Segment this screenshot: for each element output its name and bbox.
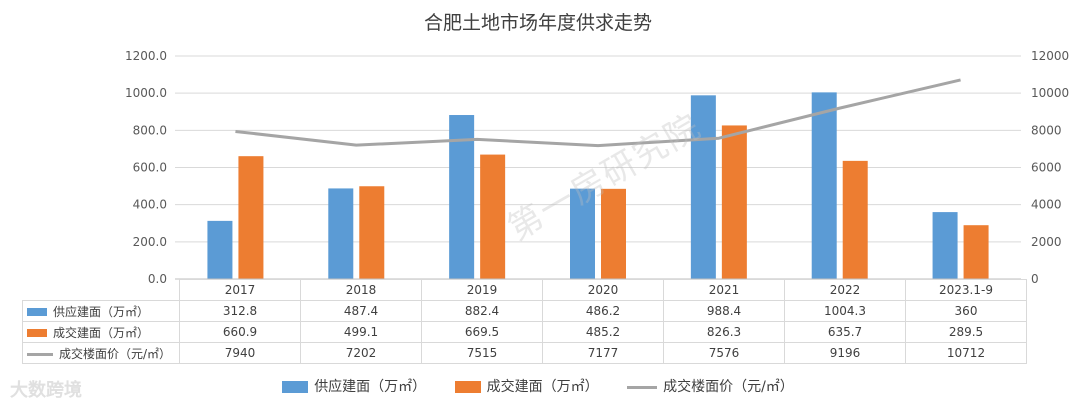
category-label: 2022 [784,279,906,301]
legend-swatch [454,381,481,393]
legend-item-deal: 成交建面（万㎡） [454,376,599,396]
data-cell: 660.9 [179,321,301,343]
data-cell: 826.3 [663,321,785,343]
legend-item-price: 成交楼面价（元/㎡） [627,376,794,396]
right-axis-tick-label: 0 [1031,272,1039,286]
row-header-price: 成交楼面价（元/㎡） [22,342,180,364]
left-axis-tick-label: 1200.0 [125,49,167,63]
left-axis-tick-label: 400.0 [133,198,167,212]
data-table-header: 2017 2018 2019 2020 2021 2022 2023.1-9 [22,279,1027,301]
data-cell: 882.4 [421,300,543,322]
data-cell: 988.4 [663,300,785,322]
logo: 大数跨境 [10,380,82,401]
data-cell: 7940 [179,342,301,364]
category-label: 2023.1-9 [905,279,1027,301]
series-name: 供应建面（万㎡） [53,304,150,319]
legend-item-supply: 供应建面（万㎡） [282,376,426,396]
data-table-row-supply: 供应建面（万㎡） 312.8 487.4 882.4 486.2 988.4 1… [22,300,1027,322]
chart-legend: 供应建面（万㎡） 成交建面（万㎡） 成交楼面价（元/㎡） [0,376,1076,396]
data-cell: 487.4 [300,300,422,322]
row-header-deal: 成交建面（万㎡） [22,321,180,343]
left-axis-tick-label: 200.0 [133,235,167,249]
bar [359,186,385,279]
legend-swatch [282,381,309,393]
left-axis-tick-label: 800.0 [133,123,167,137]
bar [690,95,716,280]
bar [328,188,354,279]
data-cell: 312.8 [179,300,301,322]
right-axis-tick-label: 4000 [1031,198,1062,212]
data-cell: 7576 [663,342,785,364]
data-cell: 7202 [300,342,422,364]
data-cell: 360 [905,300,1027,322]
right-axis-tick-label: 8000 [1031,123,1062,137]
data-cell: 10712 [905,342,1027,364]
series-name: 成交楼面价（元/㎡） [59,346,172,361]
bar [238,156,264,279]
legend-swatch [627,385,658,389]
bar [932,212,958,279]
right-axis-tick-label: 10000 [1031,86,1069,100]
data-cell: 485.2 [542,321,664,343]
data-table-row-deal: 成交建面（万㎡） 660.9 499.1 669.5 485.2 826.3 6… [22,321,1027,343]
chart-title: 合肥土地市场年度供求走势 [423,12,652,34]
series-name: 成交建面（万㎡） [53,325,150,340]
left-axis-tick-label: 600.0 [133,161,167,175]
legend-key-price [27,352,53,356]
category-label: 2020 [542,279,664,301]
bar [842,160,868,279]
row-header-supply: 供应建面（万㎡） [22,300,180,322]
bar [480,154,506,279]
legend-key-deal [27,329,47,337]
category-label: 2019 [421,279,543,301]
data-cell: 635.7 [784,321,906,343]
category-label: 2017 [179,279,301,301]
legend-key-supply [27,308,47,316]
category-label: 2021 [663,279,785,301]
legend-label: 供应建面（万㎡） [314,379,427,395]
bar [207,220,233,279]
legend-label: 成交楼面价（元/㎡） [663,379,794,395]
bar [811,92,837,279]
data-cell: 669.5 [421,321,543,343]
bar [570,188,595,279]
data-table-corner [22,279,180,301]
bar [449,115,475,280]
data-table-row-price: 成交楼面价（元/㎡） 7940 7202 7515 7177 7576 9196… [22,342,1027,364]
right-axis-tick-label: 2000 [1031,235,1062,249]
right-axis-tick-label: 6000 [1031,161,1062,175]
line-series [235,78,961,148]
right-axis-tick-label: 12000 [1031,49,1069,63]
left-axis-tick-label: 1000.0 [125,86,167,100]
data-cell: 486.2 [542,300,664,322]
data-cell: 499.1 [300,321,422,343]
data-cell: 289.5 [905,321,1027,343]
bar [963,225,989,279]
legend-label: 成交建面（万㎡） [486,379,599,395]
bar [601,188,626,279]
category-label: 2018 [300,279,422,301]
data-cell: 7177 [542,342,664,364]
bar [721,125,747,279]
data-cell: 7515 [421,342,543,364]
data-cell: 1004.3 [784,300,906,322]
data-cell: 9196 [784,342,906,364]
data-table: 2017 2018 2019 2020 2021 2022 2023.1-9 供… [22,279,1027,364]
